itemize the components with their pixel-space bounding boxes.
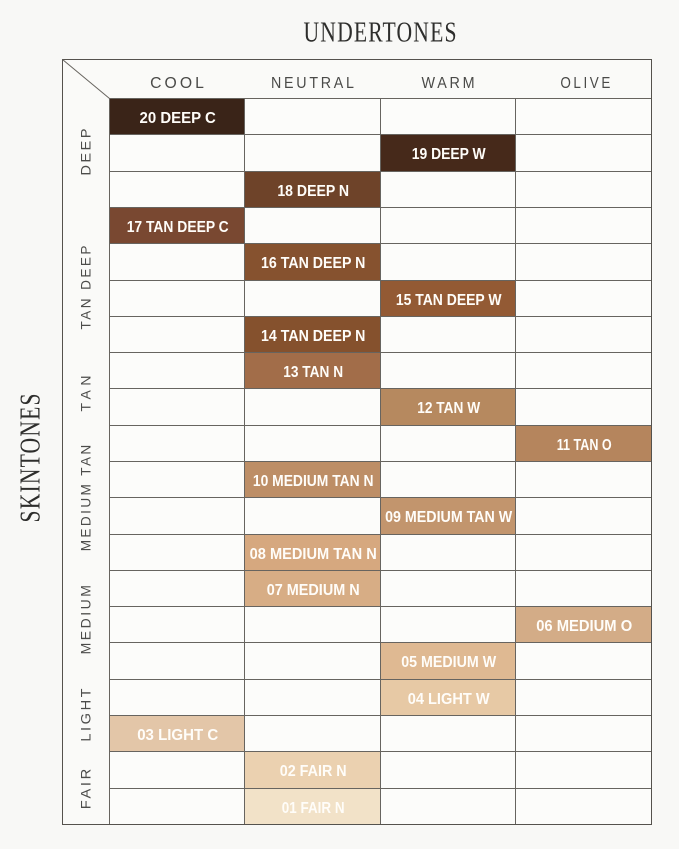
svg-text:15 TAN DEEP W: 15 TAN DEEP W <box>396 292 502 309</box>
svg-text:14 TAN DEEP N: 14 TAN DEEP N <box>261 328 365 345</box>
svg-text:12 TAN W: 12 TAN W <box>417 400 480 417</box>
svg-text:07 MEDIUM N: 07 MEDIUM N <box>267 582 360 599</box>
svg-text:TAN: TAN <box>77 371 93 411</box>
svg-text:05 MEDIUM W: 05 MEDIUM W <box>401 654 496 671</box>
svg-text:TAN DEEP: TAN DEEP <box>78 243 93 329</box>
svg-text:03 LIGHT C: 03 LIGHT C <box>137 727 218 744</box>
svg-text:FAIR: FAIR <box>79 766 95 809</box>
svg-text:COOL: COOL <box>150 75 207 92</box>
svg-text:11 TAN O: 11 TAN O <box>557 437 612 454</box>
svg-text:MEDIUM: MEDIUM <box>77 583 93 655</box>
svg-text:NEUTRAL: NEUTRAL <box>271 74 357 92</box>
svg-text:10 MEDIUM TAN N: 10 MEDIUM TAN N <box>253 473 374 490</box>
svg-text:16 TAN DEEP N: 16 TAN DEEP N <box>261 255 365 272</box>
svg-text:LIGHT: LIGHT <box>79 686 95 742</box>
svg-text:06 MEDIUM O: 06 MEDIUM O <box>536 618 632 635</box>
svg-text:UNDERTONES: UNDERTONES <box>304 18 458 48</box>
svg-text:WARM: WARM <box>421 74 477 92</box>
svg-text:20 DEEP C: 20 DEEP C <box>140 110 216 127</box>
svg-text:MEDIUM TAN: MEDIUM TAN <box>78 442 93 551</box>
svg-text:04 LIGHT W: 04 LIGHT W <box>408 691 490 708</box>
svg-text:DEEP: DEEP <box>78 126 94 176</box>
svg-text:13 TAN N: 13 TAN N <box>283 364 343 381</box>
svg-text:17 TAN DEEP C: 17 TAN DEEP C <box>127 219 229 236</box>
svg-text:08 MEDIUM TAN N: 08 MEDIUM TAN N <box>250 546 377 563</box>
svg-text:18 DEEP N: 18 DEEP N <box>277 183 349 200</box>
svg-text:01 FAIR N: 01 FAIR N <box>282 800 345 817</box>
svg-text:02 FAIR N: 02 FAIR N <box>280 763 347 780</box>
svg-text:19 DEEP W: 19 DEEP W <box>412 146 486 163</box>
svg-text:09 MEDIUM TAN W: 09 MEDIUM TAN W <box>385 509 512 526</box>
svg-text:SKINTONES: SKINTONES <box>16 392 46 522</box>
svg-text:OLIVE: OLIVE <box>560 75 613 92</box>
